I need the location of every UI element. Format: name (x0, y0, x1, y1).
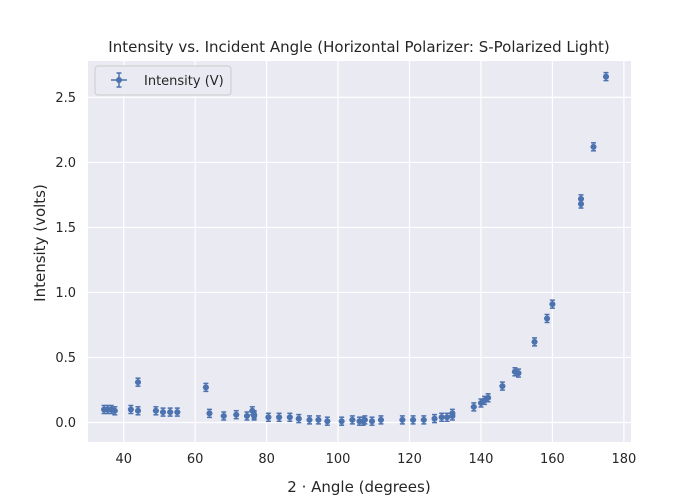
data-point (152, 406, 159, 416)
data-point (174, 407, 181, 417)
legend-label: Intensity (V) (144, 74, 224, 89)
data-point (590, 142, 597, 152)
tick-labels: 40 60 80 100 120 140 160 180 0.0 0.5 1.0 1.5 2.0 2.5 (55, 91, 636, 467)
data-point (306, 415, 313, 425)
x-tick-label: 40 (115, 452, 132, 467)
data-point (549, 299, 556, 309)
y-tick-label: 0.0 (55, 416, 76, 431)
data-point (220, 411, 227, 421)
data-point (295, 413, 302, 424)
data-point (167, 407, 174, 417)
data-points (101, 71, 609, 426)
data-point (470, 402, 477, 412)
data-point (349, 415, 356, 425)
data-point (160, 407, 167, 417)
legend: Intensity (V) (94, 65, 232, 96)
data-point (361, 415, 368, 425)
data-point (485, 393, 492, 403)
data-point (135, 406, 142, 416)
data-point (135, 377, 142, 387)
x-tick-label: 140 (469, 452, 494, 467)
data-point (127, 404, 134, 415)
x-tick-label: 100 (326, 452, 351, 467)
x-tick-label: 160 (540, 452, 565, 467)
data-point (499, 381, 506, 391)
data-point (206, 408, 213, 419)
data-point (286, 412, 293, 423)
data-point (324, 416, 331, 426)
data-point (276, 412, 283, 423)
x-axis-label: 2 · Angle (degrees) (287, 478, 430, 496)
data-point (399, 415, 406, 425)
data-point (577, 199, 584, 209)
y-tick-label: 1.0 (55, 286, 76, 301)
data-point (431, 413, 438, 424)
x-tick-label: 180 (611, 452, 636, 467)
data-point (449, 408, 456, 419)
data-point (265, 412, 272, 423)
data-point (111, 406, 118, 416)
y-axis-label: Intensity (volts) (31, 184, 49, 302)
y-tick-label: 1.5 (55, 221, 76, 236)
legend-box (94, 65, 232, 96)
data-point (438, 412, 445, 423)
data-point (377, 415, 384, 425)
data-point (444, 412, 451, 423)
y-tick-label: 2.0 (55, 156, 76, 171)
data-point (531, 337, 538, 347)
grid (88, 61, 631, 442)
x-tick-label: 120 (397, 452, 422, 467)
plot-area (88, 61, 631, 442)
data-point (202, 382, 209, 393)
data-point (420, 415, 427, 425)
data-point (410, 415, 417, 425)
data-point (602, 71, 609, 82)
data-point (544, 313, 551, 324)
chart-title: Intensity vs. Incident Angle (Horizontal… (108, 38, 609, 56)
data-point (515, 368, 522, 378)
data-point (233, 409, 240, 420)
data-point (251, 411, 258, 421)
x-tick-label: 60 (187, 452, 204, 467)
y-tick-label: 2.5 (55, 91, 76, 106)
data-point (338, 416, 345, 426)
data-point (315, 415, 322, 425)
data-point (369, 416, 376, 426)
data-point (243, 411, 250, 421)
legend-point (111, 72, 127, 88)
y-tick-label: 0.5 (55, 351, 76, 366)
x-tick-label: 80 (258, 452, 275, 467)
legend-marker (111, 72, 127, 88)
